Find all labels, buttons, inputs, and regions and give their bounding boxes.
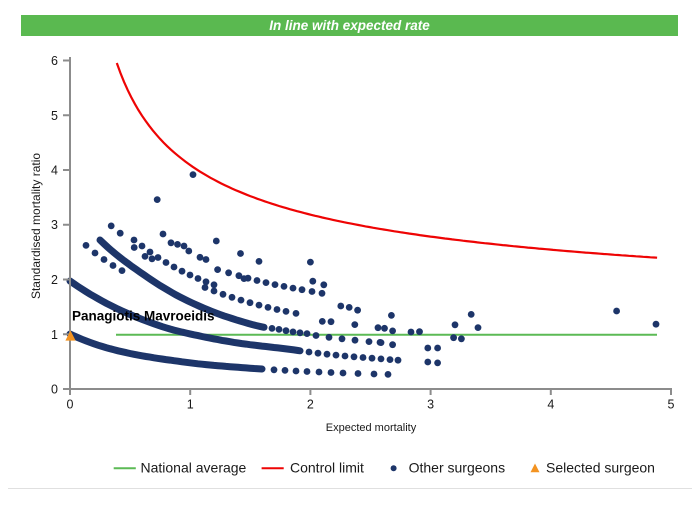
svg-text:Other surgeons: Other surgeons	[409, 460, 506, 476]
svg-text:0: 0	[51, 383, 58, 397]
svg-text:5: 5	[668, 398, 675, 412]
svg-text:4: 4	[51, 164, 58, 178]
svg-text:3: 3	[51, 218, 58, 232]
svg-text:2: 2	[307, 398, 314, 412]
svg-text:Control limit: Control limit	[290, 460, 364, 476]
svg-text:6: 6	[51, 54, 58, 68]
svg-text:1: 1	[187, 398, 194, 412]
svg-text:Standardised mortality ratio: Standardised mortality ratio	[29, 153, 43, 299]
svg-text:5: 5	[51, 109, 58, 123]
svg-text:Expected mortality: Expected mortality	[326, 422, 417, 434]
svg-text:Selected surgeon: Selected surgeon	[546, 460, 655, 476]
svg-text:National average: National average	[141, 460, 247, 476]
svg-text:4: 4	[547, 398, 554, 412]
svg-text:Panagiotis Mavroeidis: Panagiotis Mavroeidis	[72, 309, 215, 324]
svg-text:0: 0	[67, 398, 74, 412]
svg-text:3: 3	[427, 398, 434, 412]
svg-text:1: 1	[51, 328, 58, 342]
svg-text:2: 2	[51, 273, 58, 287]
